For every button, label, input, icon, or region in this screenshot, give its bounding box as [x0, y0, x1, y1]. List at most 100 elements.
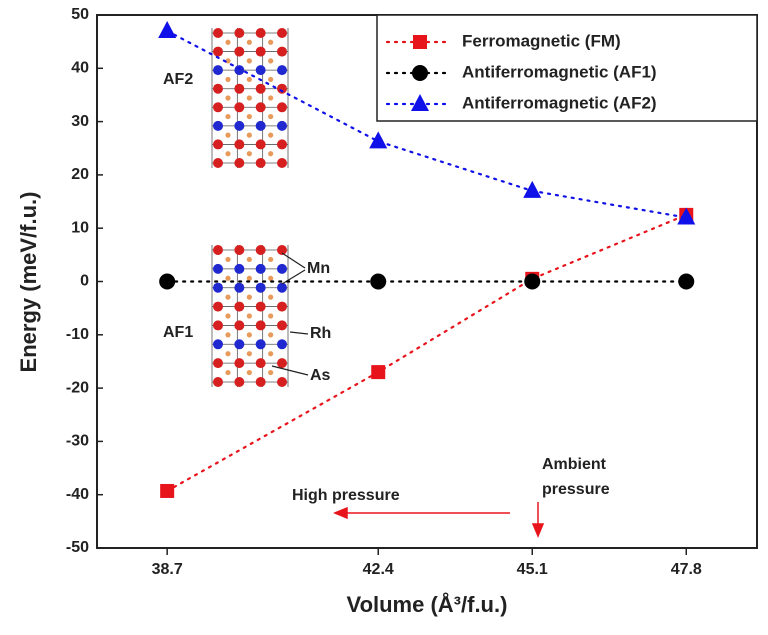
- atom: [268, 132, 274, 138]
- crystal-insets: [211, 28, 289, 387]
- atom: [268, 294, 274, 300]
- series-line: [166, 29, 688, 219]
- atom: [255, 263, 266, 274]
- atom: [246, 369, 252, 376]
- atom: [255, 320, 266, 331]
- annotation: AF1: [163, 324, 193, 341]
- y-tick-label: 30: [71, 113, 89, 130]
- atom: [277, 65, 287, 76]
- atom: [255, 139, 266, 150]
- y-tick-label: -30: [66, 433, 89, 450]
- marker: [677, 207, 696, 225]
- atom: [213, 120, 223, 131]
- atom: [246, 95, 252, 101]
- atom: [225, 275, 231, 281]
- atom: [213, 282, 223, 293]
- atom: [234, 377, 245, 387]
- atom: [255, 28, 266, 38]
- atom: [213, 46, 223, 57]
- atom: [234, 158, 245, 168]
- annotation: High pressure: [292, 487, 400, 504]
- y-tick-label: -10: [66, 326, 89, 343]
- pressure-arrows: [333, 502, 545, 538]
- y-tick-label: 0: [80, 273, 89, 290]
- atom: [225, 351, 231, 357]
- atom: [277, 102, 287, 113]
- atom: [268, 332, 274, 338]
- atom: [255, 282, 266, 293]
- atom: [255, 102, 266, 113]
- atom: [246, 294, 252, 300]
- atom: [234, 358, 245, 369]
- atom: [246, 76, 252, 83]
- marker: [678, 273, 695, 290]
- y-tick-label: 40: [71, 60, 89, 77]
- atom: [225, 76, 231, 83]
- atom: [234, 301, 245, 312]
- annotation: Rh: [310, 325, 331, 342]
- atom: [234, 46, 245, 57]
- y-tick-label: 50: [71, 6, 89, 23]
- atom: [277, 28, 287, 38]
- atom: [213, 28, 223, 38]
- y-tick-label: -40: [66, 486, 89, 503]
- atom: [277, 358, 287, 369]
- atom: [277, 120, 287, 131]
- pointer-lines: [271, 252, 309, 376]
- marker: [370, 273, 387, 290]
- atom: [268, 313, 274, 319]
- atom: [213, 245, 223, 255]
- marker: [158, 20, 177, 38]
- atom: [277, 301, 287, 312]
- y-tick-label: 20: [71, 166, 89, 183]
- crystal-structure: [211, 245, 289, 387]
- atom: [246, 151, 252, 157]
- atom: [246, 58, 252, 64]
- atom: [234, 245, 245, 255]
- y-tick-label: -20: [66, 379, 89, 396]
- marker: [371, 365, 386, 380]
- atom: [277, 139, 287, 150]
- y-tick-label: 10: [71, 219, 89, 236]
- atom: [213, 65, 223, 76]
- atom: [225, 113, 231, 120]
- atom: [246, 39, 252, 45]
- atom: [234, 83, 245, 94]
- atom: [213, 263, 223, 274]
- atom: [213, 320, 223, 331]
- atom: [234, 102, 245, 113]
- atom: [213, 358, 223, 369]
- legend-box: [376, 14, 758, 122]
- annotation: As: [310, 367, 331, 384]
- atom: [234, 282, 245, 293]
- atom: [225, 151, 231, 157]
- annotation: Mn: [307, 260, 330, 277]
- atom: [255, 339, 266, 350]
- marker: [369, 131, 388, 149]
- atom: [213, 377, 223, 387]
- atom: [277, 282, 287, 293]
- atom: [268, 58, 274, 64]
- atom: [268, 76, 274, 83]
- marker: [523, 180, 542, 198]
- marker: [524, 273, 541, 290]
- atom: [234, 28, 245, 38]
- atom: [277, 339, 287, 350]
- atom: [213, 301, 223, 312]
- atom: [234, 120, 245, 131]
- atom: [234, 139, 245, 150]
- atom: [255, 245, 266, 255]
- atom: [255, 358, 266, 369]
- atom: [255, 301, 266, 312]
- atom: [213, 102, 223, 113]
- atom: [268, 369, 274, 376]
- crystal-structure: [211, 28, 289, 168]
- atom: [246, 275, 252, 281]
- atom: [234, 65, 245, 76]
- y-tick-label: -50: [66, 539, 89, 556]
- atom: [277, 158, 287, 168]
- atom: [268, 113, 274, 120]
- atom: [277, 245, 287, 255]
- atom: [246, 256, 252, 263]
